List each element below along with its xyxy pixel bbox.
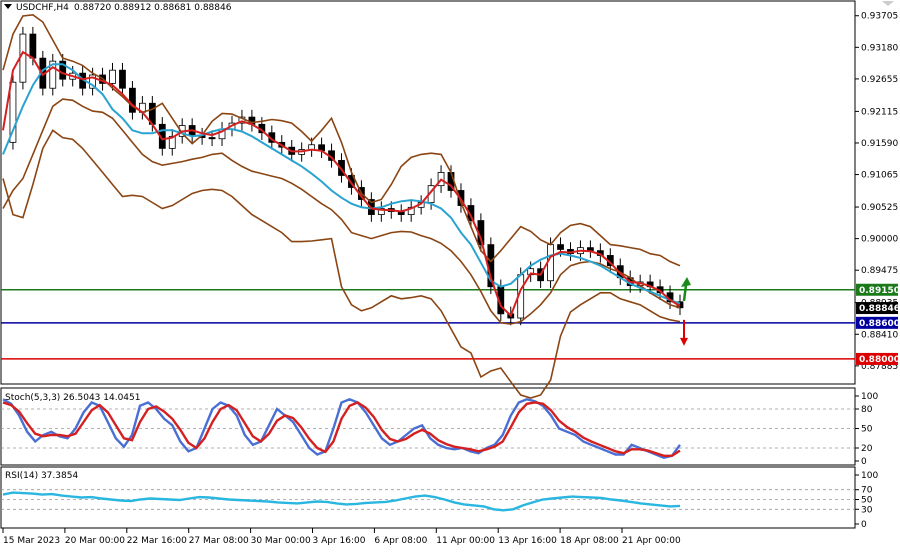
candle-body — [208, 137, 216, 140]
rsi-line-0 — [2, 491, 681, 512]
price-badge-label: 0.88000 — [859, 355, 900, 365]
price-tick-label: 0.88410 — [861, 330, 898, 340]
axes: 0.93705 0.93180 0.92655 0.92115 0.91590 0.910… — [2, 12, 900, 546]
candle-body — [19, 33, 27, 83]
candle-body — [168, 135, 176, 149]
price-tick-label: 0.87885 — [861, 362, 898, 372]
up-arrowhead-icon — [681, 276, 691, 287]
ohlc-readout: 0.88720 0.88912 0.88681 0.88846 — [74, 3, 232, 13]
stochastic-tick-label: 100 — [861, 392, 878, 402]
time-tick-label: 20 Mar 00:00 — [65, 536, 125, 546]
candle-body — [407, 206, 415, 215]
candle-body — [29, 33, 37, 59]
time-tick-label: 13 Apr 16:00 — [498, 536, 557, 546]
rsi-panel[interactable] — [0, 466, 856, 529]
time-tick-label: 6 Apr 08:00 — [374, 536, 427, 546]
stochastic-plot — [1, 398, 855, 460]
price-tick-label: 0.91065 — [861, 171, 898, 181]
candle-body — [49, 60, 57, 89]
time-tick-label: 21 Apr 00:00 — [622, 536, 681, 546]
time-tick-label: 11 Apr 00:00 — [436, 536, 495, 546]
time-tick-label: 15 Mar 2023 — [3, 536, 60, 546]
candle-body — [547, 244, 554, 282]
price-tick-label: 0.90525 — [861, 203, 898, 213]
overlay-line-1 — [2, 98, 681, 325]
price-badge — [856, 302, 898, 315]
stochastic-panel[interactable] — [0, 387, 856, 466]
rsi-plot — [1, 489, 855, 512]
candle-body — [89, 74, 96, 89]
price-badge-label: 0.89150 — [859, 286, 900, 296]
rsi-tick-label: 0 — [861, 520, 867, 530]
price-badge — [856, 316, 898, 329]
window-menu-triangle-icon[interactable] — [4, 4, 12, 9]
candle-body — [119, 69, 126, 89]
time-tick-label: 3 Apr 16:00 — [313, 536, 366, 546]
window-corner-icon[interactable] — [882, 1, 894, 6]
stochastic-line-1 — [2, 401, 681, 457]
overlay-line-4 — [2, 50, 681, 318]
stochastic-tick-label: 20 — [861, 444, 873, 454]
candle-body — [467, 205, 475, 221]
price-badge-label: 0.88846 — [859, 304, 900, 314]
candle-body — [59, 60, 67, 80]
candle-body — [348, 175, 355, 188]
price-tick-label: 0.90000 — [861, 235, 898, 245]
rsi-tick-label: 30 — [861, 505, 873, 515]
time-tick-label: 27 Mar 08:00 — [189, 536, 249, 546]
stochastic-tick-label: 0 — [861, 457, 867, 467]
overlay-line-3 — [2, 63, 681, 305]
overlay-line-2 — [2, 129, 681, 399]
candle-body — [557, 244, 564, 250]
price-tick-label: 0.93180 — [861, 43, 898, 53]
time-tick-label: 22 Mar 16:00 — [127, 536, 187, 546]
window-title: USDCHF,H4 — [16, 3, 69, 13]
price-badge-label: 0.88600 — [859, 319, 900, 329]
stochastic-line-0 — [2, 398, 681, 460]
price-tick-label: 0.91590 — [861, 139, 898, 149]
candle-body — [109, 69, 116, 84]
rsi-tick-label: 100 — [861, 471, 878, 481]
candle-body — [9, 81, 17, 143]
time-tick-label: 18 Apr 08:00 — [560, 536, 619, 546]
price-tick-label: 0.93705 — [861, 12, 898, 22]
rsi-tick-label: 70 — [861, 486, 873, 496]
candle-body — [377, 208, 385, 215]
price-tick-label: 0.92115 — [861, 107, 898, 117]
rsi-tick-label: 50 — [861, 496, 873, 506]
stochastic-tick-label: 50 — [861, 425, 873, 435]
price-badge — [856, 352, 898, 365]
time-tick-label: 30 Mar 00:00 — [251, 536, 311, 546]
candle-body — [129, 87, 136, 113]
down-arrowhead-icon — [680, 337, 688, 346]
price-plot — [1, 13, 855, 399]
price-badge — [856, 283, 898, 296]
price-tick-label: 0.92655 — [861, 75, 898, 85]
rsi-label: RSI(14) 37.3854 — [5, 471, 78, 481]
price-tick-label: 0.89475 — [861, 266, 898, 276]
stochastic-label: Stoch(5,3,3) 26.5043 14.0451 — [5, 393, 140, 403]
up-arrow-icon — [682, 284, 688, 302]
stochastic-tick-label: 80 — [861, 405, 873, 415]
overlay-line-0 — [2, 13, 681, 267]
